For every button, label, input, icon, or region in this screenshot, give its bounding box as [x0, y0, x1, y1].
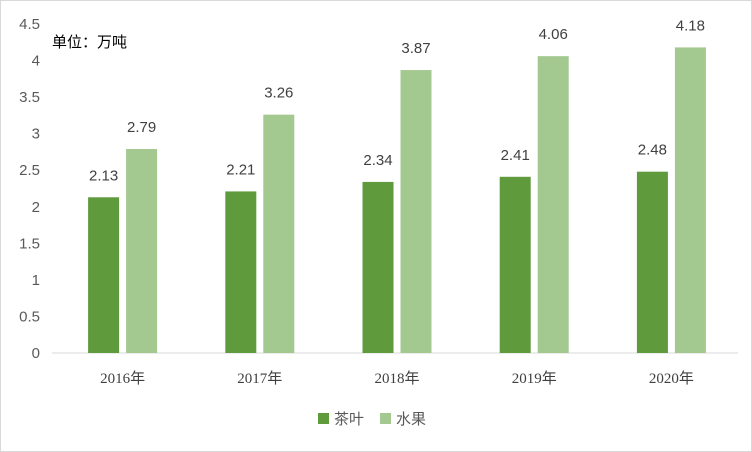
data-label: 2.13	[89, 167, 118, 184]
data-label: 2.79	[127, 119, 156, 136]
x-category-label: 2016年	[100, 370, 145, 387]
data-label: 4.06	[539, 26, 568, 43]
y-tick-label: 1.5	[19, 235, 40, 252]
bar-1-0	[126, 149, 158, 353]
bar-0-2	[362, 181, 394, 353]
x-category-label: 2018年	[374, 370, 419, 387]
bars	[88, 47, 706, 354]
x-category-label: 2019年	[512, 370, 557, 387]
y-tick-label: 3	[32, 126, 40, 143]
y-tick-label: 4.5	[19, 16, 40, 33]
unit-label: 单位：万吨	[52, 33, 127, 51]
legend-label: 茶叶	[334, 410, 364, 428]
bar-1-2	[400, 70, 432, 353]
data-label: 3.87	[401, 40, 430, 57]
bar-1-3	[537, 56, 569, 354]
y-tick-label: 0	[32, 345, 40, 362]
legend-label: 水果	[396, 410, 426, 428]
bar-1-1	[263, 114, 295, 353]
bar-0-3	[499, 176, 531, 353]
data-label: 4.18	[676, 17, 705, 34]
x-category-label: 2017年	[237, 370, 282, 387]
x-category-label: 2020年	[649, 370, 694, 387]
bar-0-1	[225, 191, 257, 353]
y-tick-label: 3.5	[19, 89, 40, 106]
legend-swatch	[380, 413, 391, 424]
legend: 茶叶 水果	[318, 410, 426, 428]
y-tick-label: 4	[32, 53, 40, 70]
bar-0-0	[88, 197, 120, 353]
y-tick-label: 2.5	[19, 162, 40, 179]
data-label: 2.48	[638, 142, 667, 159]
category-labels: 2016年 2017年 2018年 2019年 2020年	[100, 370, 694, 387]
y-axis-ticks: 0 0.5 1 1.5 2 2.5 3 3.5 4 4.5	[19, 16, 40, 362]
y-tick-label: 0.5	[19, 308, 40, 325]
data-label: 2.34	[363, 152, 392, 169]
data-labels: 2.13 2.79 2.21 3.26 2.34 3.87 2.41 4.06 2.48 4.18	[89, 17, 705, 184]
y-tick-label: 1	[32, 272, 40, 289]
bar-1-4	[674, 47, 706, 353]
data-label: 3.26	[264, 85, 293, 102]
data-label: 2.21	[226, 161, 255, 178]
y-tick-label: 2	[32, 199, 40, 216]
data-label: 2.41	[501, 147, 530, 164]
bar-0-4	[636, 171, 668, 353]
legend-swatch	[318, 413, 329, 424]
